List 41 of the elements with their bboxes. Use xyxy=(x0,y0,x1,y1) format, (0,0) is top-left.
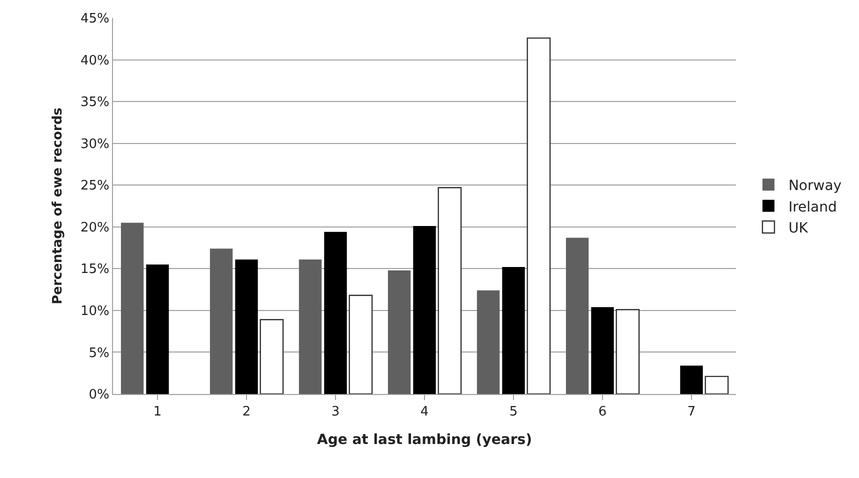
x-axis-title: Age at last lambing (years) xyxy=(316,432,532,448)
bar xyxy=(591,307,614,394)
x-tick-label: 7 xyxy=(687,404,696,420)
y-tick-label: 35% xyxy=(80,95,110,110)
bar xyxy=(235,259,258,394)
x-tick-label: 1 xyxy=(153,404,162,420)
bar xyxy=(260,319,284,394)
x-tick-label: 6 xyxy=(598,404,607,420)
y-tick-label: 20% xyxy=(80,220,110,236)
x-tick-label: 3 xyxy=(331,404,340,420)
bar xyxy=(348,294,373,394)
y-axis-title: Percentage of ewe records xyxy=(50,107,66,304)
x-tick-label: 5 xyxy=(509,404,518,420)
bar xyxy=(566,238,589,394)
bar xyxy=(298,259,322,394)
bar xyxy=(146,264,169,394)
bar xyxy=(120,222,144,394)
y-tick-label: 10% xyxy=(80,304,110,319)
bar xyxy=(680,366,703,394)
bar xyxy=(704,376,729,394)
y-tick-label: 25% xyxy=(80,178,110,194)
bar xyxy=(502,267,525,394)
y-tick-label: 45% xyxy=(80,12,110,27)
bar xyxy=(438,187,462,394)
bar xyxy=(324,232,347,394)
bar xyxy=(388,270,411,394)
bar xyxy=(616,309,640,394)
bar xyxy=(210,248,233,394)
y-tick-label: 0% xyxy=(88,388,110,403)
x-tick-label: 4 xyxy=(420,404,429,420)
bar xyxy=(413,226,436,394)
legend-label: Ireland xyxy=(788,199,837,216)
bar xyxy=(526,37,551,394)
legend-label: UK xyxy=(788,220,809,236)
y-tick-label: 5% xyxy=(88,346,110,361)
legend-label: Norway xyxy=(788,178,842,194)
y-tick-label: 30% xyxy=(80,136,110,152)
y-tick-label: 15% xyxy=(80,262,110,278)
bar xyxy=(476,290,500,394)
x-tick-label: 2 xyxy=(242,404,251,420)
y-tick-label: 40% xyxy=(80,53,110,68)
